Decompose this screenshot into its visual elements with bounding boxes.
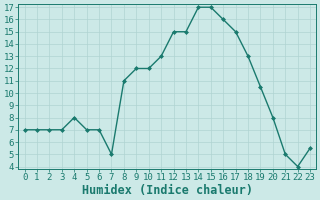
X-axis label: Humidex (Indice chaleur): Humidex (Indice chaleur): [82, 184, 253, 197]
